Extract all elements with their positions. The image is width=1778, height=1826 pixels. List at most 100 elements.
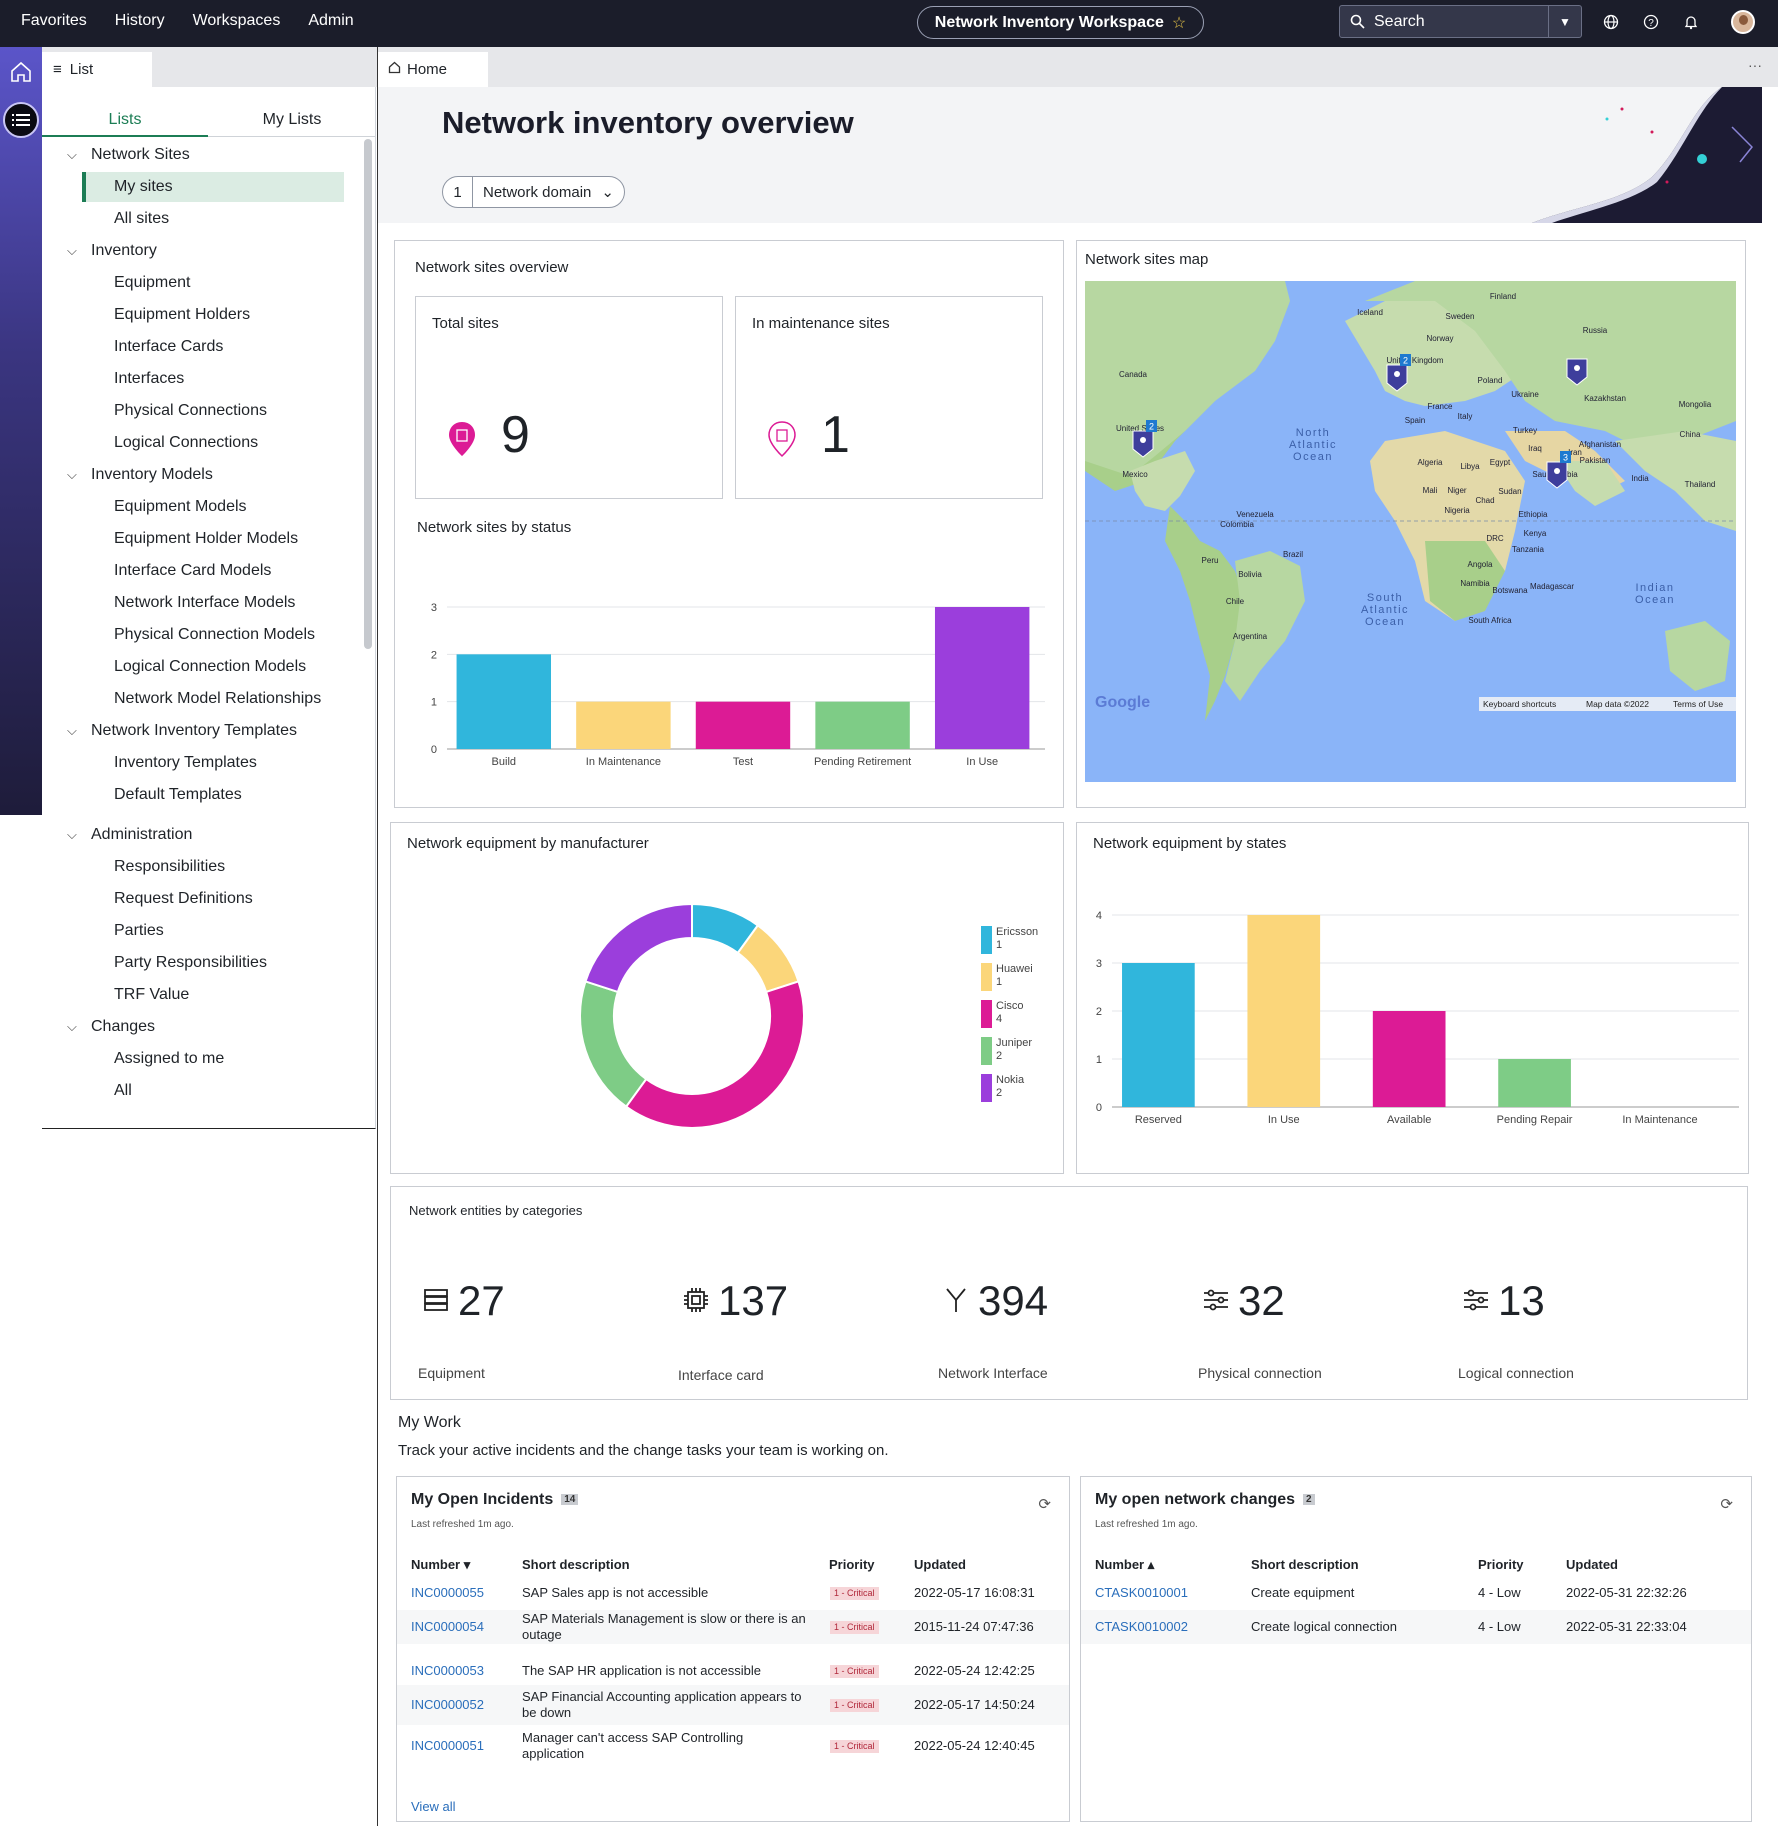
tree-group-network-inventory-templates[interactable]: ⌵ Network Inventory Templates <box>67 716 297 746</box>
chevron-down-icon[interactable]: ⌵ <box>67 243 77 258</box>
search-box[interactable]: Search ▼ <box>1339 5 1582 38</box>
search-scope-dropdown[interactable]: ▼ <box>1548 6 1581 37</box>
table-row[interactable]: INC0000055 SAP Sales app is not accessibl… <box>397 1576 1069 1610</box>
tree-group-administration[interactable]: ⌵ Administration <box>67 820 192 850</box>
maintenance-sites-tile[interactable]: In maintenance sites 1 <box>735 296 1043 499</box>
bar-test[interactable] <box>695 701 791 749</box>
bar-pending-retirement[interactable] <box>815 701 910 749</box>
tab-list[interactable]: ≡ List <box>42 52 152 87</box>
view-all-link[interactable]: View all <box>411 1799 456 1814</box>
more-options-icon[interactable]: ··· <box>1748 57 1762 73</box>
tree-item-interface-cards[interactable]: Interface Cards <box>114 332 223 362</box>
slice-cisco[interactable] <box>624 980 805 1129</box>
tree-item-network-model-relationships[interactable]: Network Model Relationships <box>114 684 321 714</box>
star-icon[interactable]: ☆ <box>1171 14 1187 32</box>
col-short-description[interactable]: Short description <box>1251 1557 1359 1572</box>
cell-number[interactable]: INC0000051 <box>411 1738 484 1753</box>
bar-in-use[interactable] <box>934 607 1030 749</box>
tree-group-inventory[interactable]: ⌵ Inventory <box>67 236 157 266</box>
entity-physical-connection[interactable]: 32 Physical connection <box>1171 1277 1411 1397</box>
refresh-icon[interactable]: ⟳ <box>1720 1496 1733 1513</box>
home-icon[interactable] <box>8 59 34 85</box>
bar-in-maintenance[interactable] <box>576 701 671 749</box>
slice-nokia[interactable] <box>584 902 693 994</box>
tree-item-logical-connections[interactable]: Logical Connections <box>114 428 258 458</box>
chevron-down-icon[interactable]: ⌵ <box>67 723 77 738</box>
world-map[interactable]: Finland Iceland Sweden Russia Norway Canada Un… <box>1085 281 1736 782</box>
bar-build[interactable] <box>456 654 552 749</box>
tree-item-physical-connections[interactable]: Physical Connections <box>114 396 267 426</box>
cell-number[interactable]: INC0000053 <box>411 1663 484 1678</box>
col-updated[interactable]: Updated <box>1566 1557 1618 1572</box>
tree-item-equipment-holders[interactable]: Equipment Holders <box>114 300 250 330</box>
tree-item-assigned-to-me[interactable]: Assigned to me <box>114 1044 224 1074</box>
tree-item-physical-connection-models[interactable]: Physical Connection Models <box>114 620 315 650</box>
nav-admin[interactable]: Admin <box>308 12 354 29</box>
tree-item-request-definitions[interactable]: Request Definitions <box>114 884 253 914</box>
list-icon[interactable] <box>3 102 39 138</box>
tree-item-interfaces[interactable]: Interfaces <box>114 364 184 394</box>
col-updated[interactable]: Updated <box>914 1557 966 1572</box>
table-row[interactable]: INC0000051 Manager can't access SAP Contr… <box>397 1726 1069 1766</box>
tab-home[interactable]: Home <box>378 52 488 87</box>
tree-item-logical-connection-models[interactable]: Logical Connection Models <box>114 652 306 682</box>
col-number[interactable]: Number ▴ <box>1095 1557 1155 1572</box>
slice-juniper[interactable] <box>579 980 648 1109</box>
chevron-down-icon[interactable]: ⌵ <box>67 467 77 482</box>
site-marker[interactable]: 3 <box>1546 451 1571 489</box>
tree-item-trf-value[interactable]: TRF Value <box>114 980 189 1010</box>
col-number[interactable]: Number ▾ <box>411 1557 471 1572</box>
table-row[interactable]: CTASK0010001 Create equipment 4 - Low 2022-… <box>1081 1576 1751 1610</box>
entity-interface-card[interactable]: 137 Interface card <box>651 1277 891 1397</box>
cell-number[interactable]: INC0000052 <box>411 1697 484 1712</box>
tree-item-party-responsibilities[interactable]: Party Responsibilities <box>114 948 267 978</box>
tree-item-parties[interactable]: Parties <box>114 916 164 946</box>
col-priority[interactable]: Priority <box>1478 1557 1524 1572</box>
cell-number[interactable]: INC0000055 <box>411 1585 484 1600</box>
tree-item-responsibilities[interactable]: Responsibilities <box>114 852 225 882</box>
nav-workspaces[interactable]: Workspaces <box>192 12 281 29</box>
site-marker[interactable]: 2 <box>1386 354 1411 392</box>
chevron-down-icon[interactable]: ⌵ <box>67 147 77 162</box>
help-icon[interactable]: ? <box>1640 11 1662 33</box>
entity-equipment[interactable]: 27 Equipment <box>391 1277 631 1397</box>
bell-icon[interactable] <box>1680 11 1702 33</box>
tree-item-all[interactable]: All <box>114 1076 132 1106</box>
network-domain-filter[interactable]: 1 Network domain ⌄ <box>442 176 625 208</box>
tree-item-my-sites[interactable]: My sites <box>82 172 344 202</box>
site-marker[interactable] <box>1566 358 1588 386</box>
tree-item-all-sites[interactable]: All sites <box>114 204 169 234</box>
bar-in-use[interactable] <box>1247 915 1321 1107</box>
bar-available[interactable] <box>1372 1011 1446 1107</box>
col-short-description[interactable]: Short description <box>522 1557 630 1572</box>
cell-number[interactable]: INC0000054 <box>411 1619 484 1634</box>
tab-lists[interactable]: Lists <box>42 87 208 137</box>
cell-number[interactable]: CTASK0010001 <box>1095 1585 1188 1600</box>
tree-group-changes[interactable]: ⌵ Changes <box>67 1012 155 1042</box>
total-sites-tile[interactable]: Total sites 9 <box>415 296 723 499</box>
entity-logical-connection[interactable]: 13 Logical connection <box>1431 1277 1671 1397</box>
chevron-down-icon[interactable]: ⌵ <box>67 1019 77 1034</box>
refresh-icon[interactable]: ⟳ <box>1038 1496 1051 1513</box>
nav-favorites[interactable]: Favorites <box>21 12 87 29</box>
col-priority[interactable]: Priority <box>829 1557 875 1572</box>
list-scrollbar[interactable] <box>364 139 372 649</box>
table-row[interactable]: INC0000052 SAP Financial Accounting appli… <box>397 1685 1069 1725</box>
nav-history[interactable]: History <box>114 12 165 29</box>
table-row[interactable]: INC0000054 SAP Materials Management is sl… <box>397 1610 1069 1644</box>
tab-my-lists[interactable]: My Lists <box>262 111 322 128</box>
tree-group-inventory-models[interactable]: ⌵ Inventory Models <box>67 460 213 490</box>
tree-item-equipment[interactable]: Equipment <box>114 268 191 298</box>
tree-item-default-templates[interactable]: Default Templates <box>114 780 242 810</box>
search-input[interactable]: Search <box>1374 12 1425 30</box>
bar-pending-repair[interactable] <box>1498 1059 1571 1107</box>
tree-item-inventory-templates[interactable]: Inventory Templates <box>114 748 257 778</box>
site-marker[interactable]: 2 <box>1132 420 1157 458</box>
globe-icon[interactable] <box>1600 11 1622 33</box>
table-row[interactable]: CTASK0010002 Create logical connection 4 -… <box>1081 1610 1751 1644</box>
tree-item-equipment-holder-models[interactable]: Equipment Holder Models <box>114 524 298 554</box>
cell-number[interactable]: CTASK0010002 <box>1095 1619 1188 1634</box>
panel-divider[interactable] <box>377 47 378 1826</box>
workspace-title-pill[interactable]: Network Inventory Workspace ☆ <box>917 6 1204 39</box>
bar-reserved[interactable] <box>1122 963 1195 1107</box>
